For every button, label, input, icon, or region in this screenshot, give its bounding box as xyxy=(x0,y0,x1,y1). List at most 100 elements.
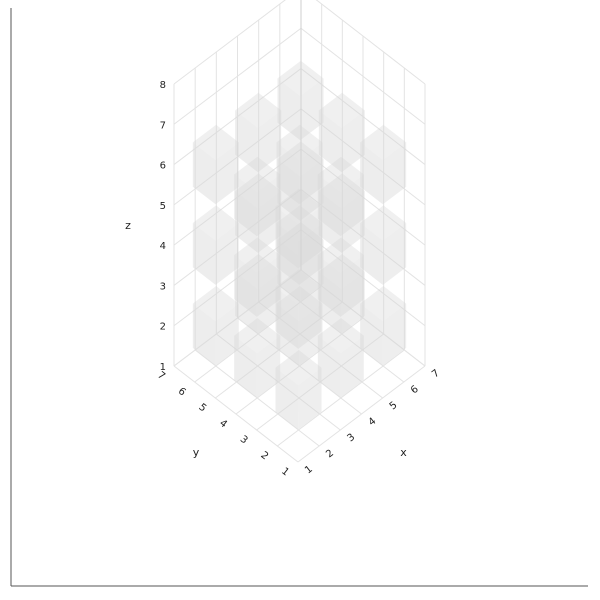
cube-face-right xyxy=(340,174,364,237)
cube-face-top xyxy=(317,318,364,354)
wall-gridline xyxy=(173,27,302,125)
cube-face-top xyxy=(276,205,323,241)
y-tick-label: 6 xyxy=(176,386,188,399)
cube-marker xyxy=(318,254,365,334)
cube-face-left xyxy=(234,335,257,398)
cube-face-top xyxy=(192,124,239,160)
cube-marker xyxy=(317,237,364,317)
wall-gridline xyxy=(300,27,426,125)
cube-face-right xyxy=(341,271,365,334)
x-tick-label: 7 xyxy=(430,368,442,381)
cube-face-left xyxy=(192,142,216,205)
cube-face-left xyxy=(234,255,257,317)
cube-marker xyxy=(192,286,239,366)
cube-marker xyxy=(317,156,364,237)
cube-marker xyxy=(318,173,365,253)
wall-gridline xyxy=(173,229,302,327)
z-tick-label: 3 xyxy=(160,281,166,292)
cube-face-top xyxy=(234,156,281,192)
cube-marker xyxy=(276,124,323,205)
cube-face-top xyxy=(235,254,282,290)
cube-face-top xyxy=(360,286,407,322)
cube-face-top xyxy=(234,237,281,273)
cube-face-left xyxy=(317,255,341,317)
cube-face-right xyxy=(382,223,407,285)
cube-marker xyxy=(234,156,281,237)
cube-face-top xyxy=(277,222,324,258)
cube-face-left xyxy=(235,110,258,173)
cube-marker xyxy=(317,318,364,398)
wall-gridline xyxy=(300,68,426,165)
cube-face-right xyxy=(382,142,407,205)
cube-face-top xyxy=(235,92,282,128)
cube-marker xyxy=(275,188,322,269)
cube-face-left xyxy=(276,142,300,205)
wall-gridline xyxy=(173,0,286,85)
grid-layer xyxy=(173,0,426,463)
z-tick-label: 1 xyxy=(160,362,166,373)
y-axis-label: y xyxy=(193,446,200,459)
cube-face-left xyxy=(317,174,341,237)
cube-face-right xyxy=(215,303,239,366)
cube-face-top xyxy=(277,60,324,96)
cube-face-right xyxy=(215,223,239,285)
cube-face-top xyxy=(360,124,407,160)
cube-face-right xyxy=(299,142,323,205)
x-axis-label: x xyxy=(400,446,407,459)
cube-face-right xyxy=(257,271,282,334)
wall-gridline xyxy=(173,148,302,246)
cube-marker xyxy=(277,141,324,221)
cube-marker xyxy=(318,92,365,173)
cube-face-left xyxy=(318,191,342,253)
cube-face-right xyxy=(382,303,407,366)
cube-face-right xyxy=(298,367,322,430)
cube-face-left xyxy=(276,303,300,366)
plot-frame xyxy=(10,8,588,587)
cube-face-top xyxy=(234,318,281,354)
wall-gridline xyxy=(300,148,426,246)
cube-face-right xyxy=(257,191,282,253)
wall-gridline xyxy=(173,108,302,206)
cube-marker xyxy=(275,350,322,430)
cube-face-right xyxy=(256,335,281,398)
cube-face-left xyxy=(276,223,300,285)
wall-gridline xyxy=(300,229,426,327)
cube-face-top xyxy=(318,92,365,128)
cube-face-top xyxy=(275,350,322,386)
cube-face-top xyxy=(192,205,239,241)
cube-marker xyxy=(277,222,324,302)
cube-face-top xyxy=(318,173,365,209)
z-tick-label: 6 xyxy=(160,161,166,172)
cube-marker xyxy=(235,254,282,334)
y-tick-label: 2 xyxy=(258,450,270,463)
cube-face-right xyxy=(299,223,323,285)
wall-gridline xyxy=(173,269,302,367)
cube-face-left xyxy=(318,271,342,334)
cube-face-left xyxy=(235,271,258,334)
cube-face-right xyxy=(256,174,281,237)
cube-face-right xyxy=(299,303,323,366)
cube-face-top xyxy=(276,124,323,160)
z-tick-label: 4 xyxy=(160,241,166,252)
x-tick-label: 1 xyxy=(303,464,315,477)
cube-face-right xyxy=(341,191,365,253)
cube-face-top xyxy=(360,205,407,241)
floor-gridline xyxy=(235,317,364,415)
cube-face-top xyxy=(277,141,324,177)
cube-marker xyxy=(360,205,407,285)
cube-marker xyxy=(235,173,282,253)
cube-marker xyxy=(277,60,324,141)
cube-face-top xyxy=(275,269,322,305)
cube-marker xyxy=(192,124,239,205)
floor-gridline xyxy=(256,333,384,431)
floor-gridline xyxy=(194,285,322,383)
cube-marker xyxy=(192,205,239,285)
cube-marker xyxy=(360,286,407,366)
cube-face-left xyxy=(275,367,299,430)
cube-marker xyxy=(234,318,281,398)
cube-face-right xyxy=(215,142,239,205)
cube-face-left xyxy=(318,110,342,173)
cube-face-top xyxy=(318,254,365,290)
